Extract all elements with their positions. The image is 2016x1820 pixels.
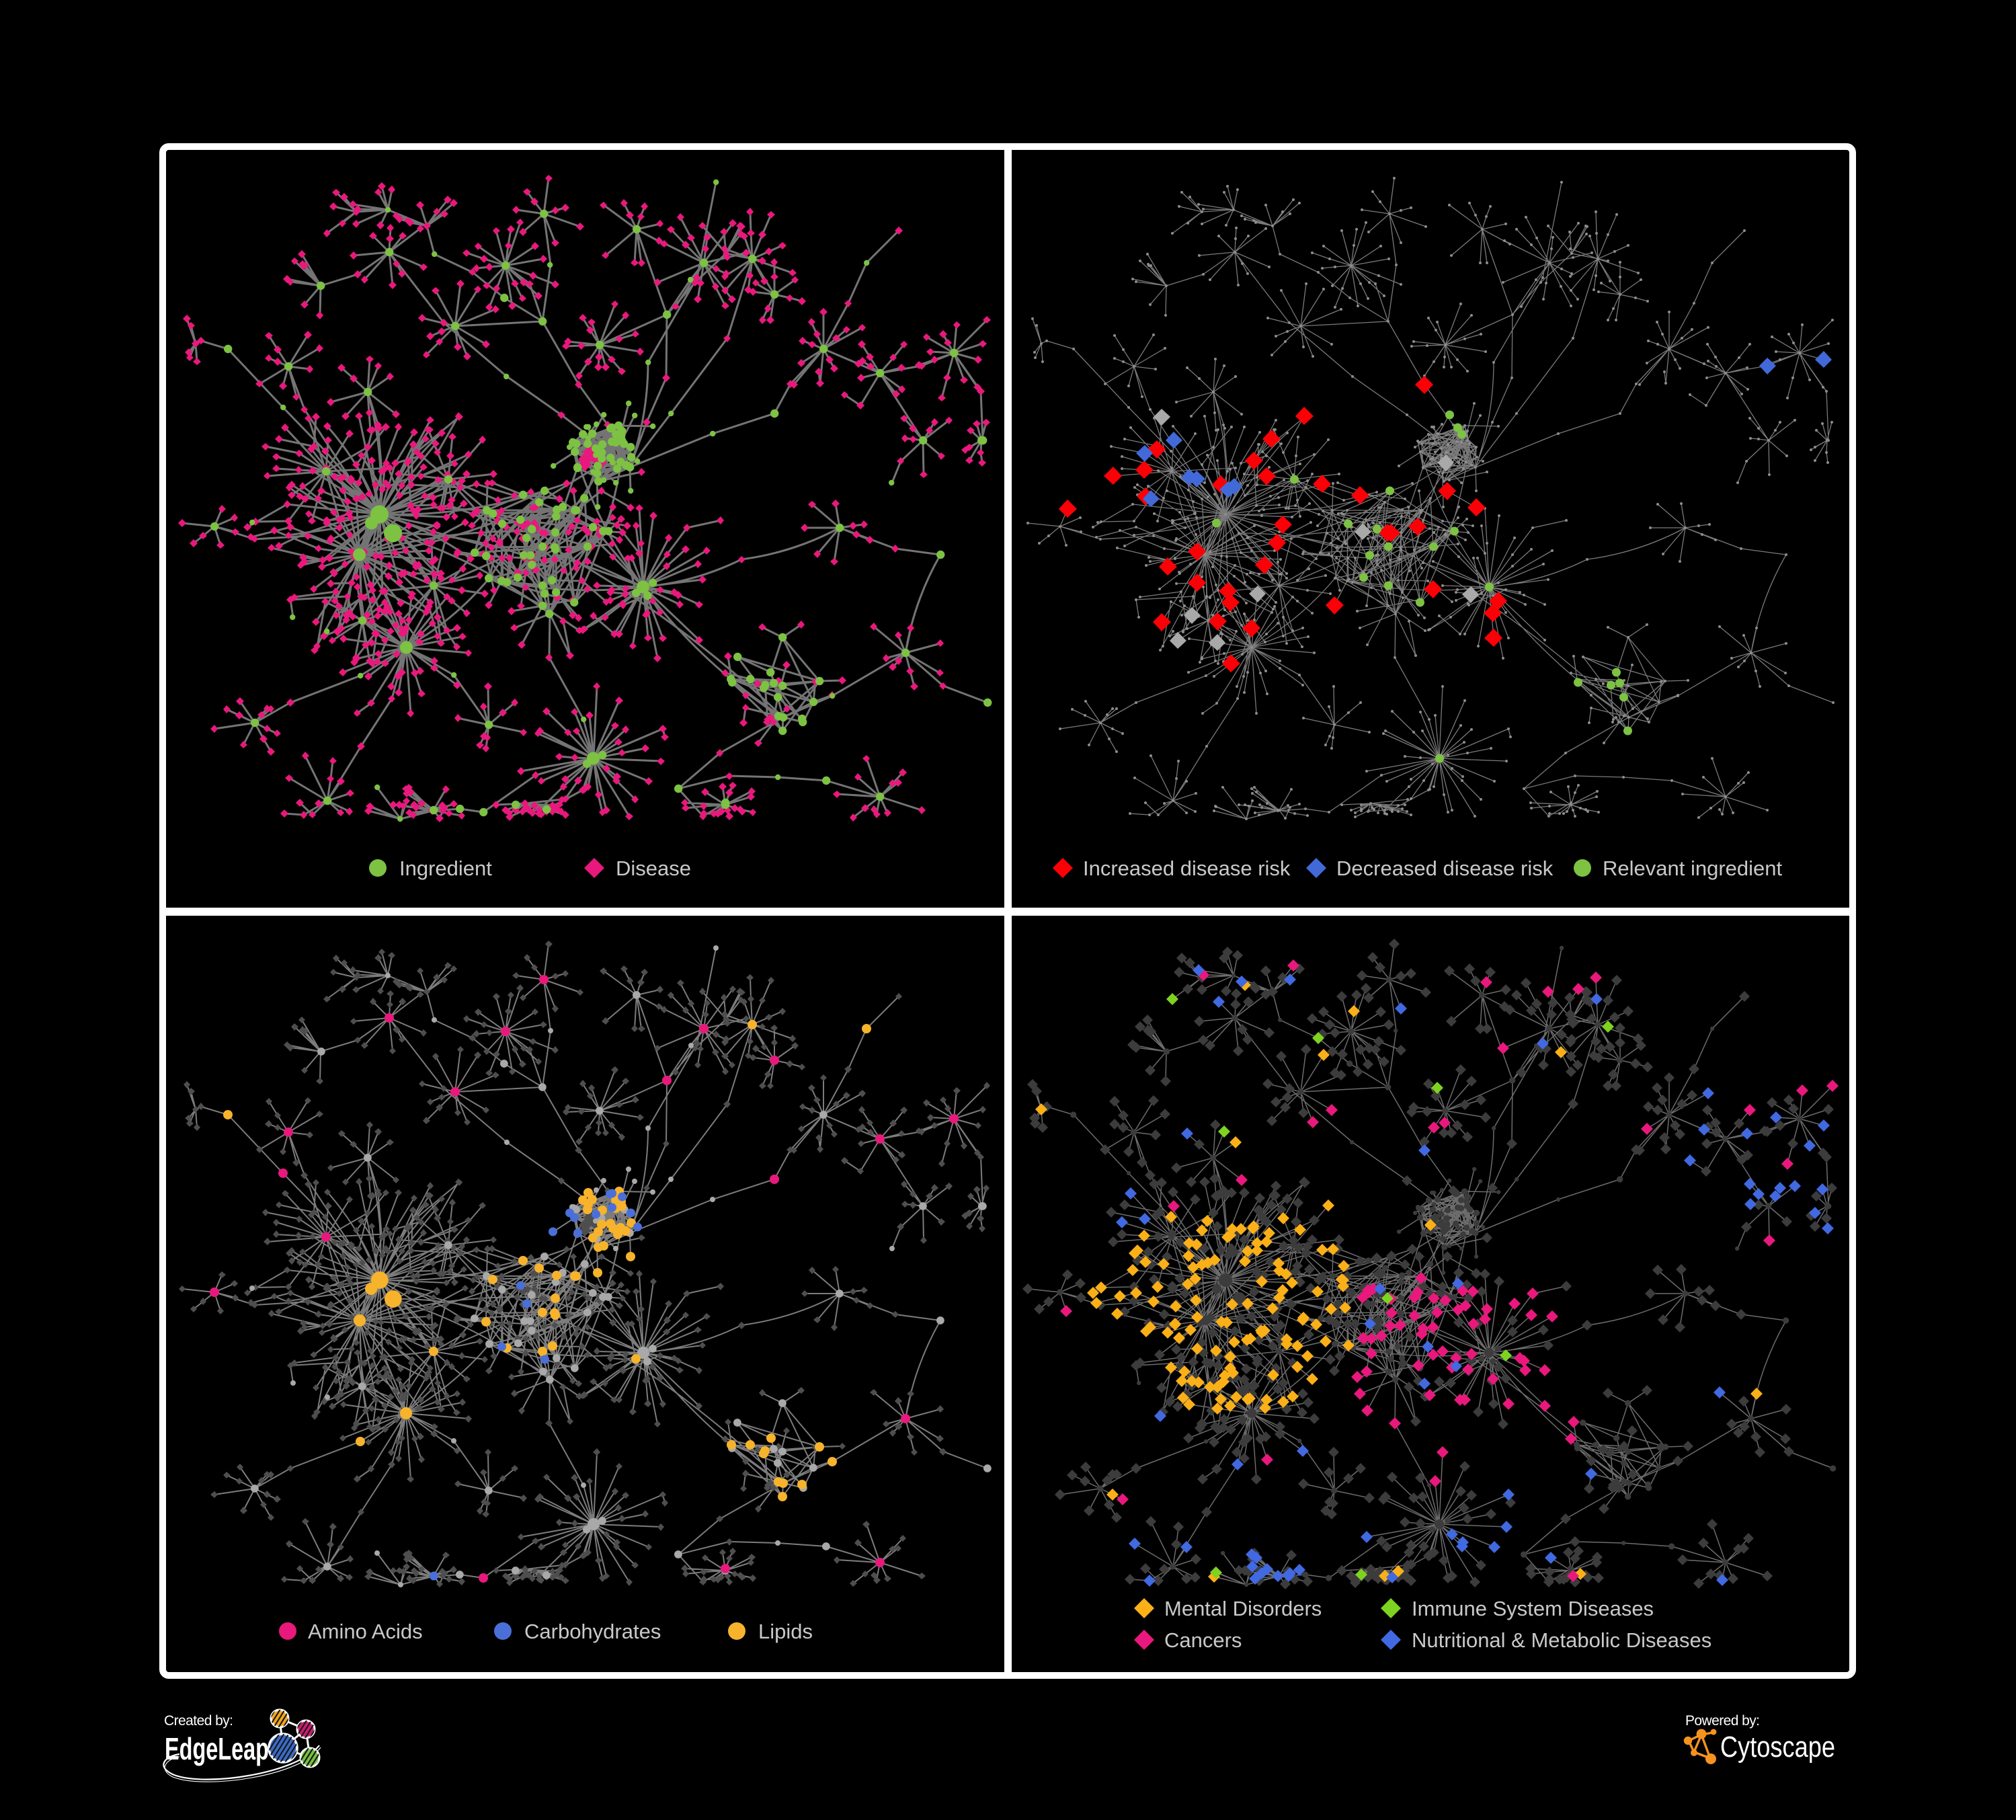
svg-text:Amino Acids: Amino Acids — [308, 1620, 423, 1643]
svg-text:Carbohydrates: Carbohydrates — [524, 1620, 661, 1643]
svg-text:Created by:: Created by: — [164, 1713, 233, 1729]
svg-text:Lipids: Lipids — [758, 1620, 813, 1643]
svg-text:Disease: Disease — [616, 857, 691, 880]
svg-text:Cancers: Cancers — [1164, 1628, 1242, 1652]
svg-text:Nutritional & Metabolic Diseas: Nutritional & Metabolic Diseases — [1412, 1628, 1711, 1652]
svg-text:Ingredient: Ingredient — [399, 857, 492, 880]
svg-text:Decreased disease risk: Decreased disease risk — [1336, 857, 1554, 880]
svg-text:Immune System Diseases: Immune System Diseases — [1412, 1597, 1654, 1620]
svg-text:EdgeLeap: EdgeLeap — [165, 1731, 269, 1766]
svg-text:Relevant ingredient: Relevant ingredient — [1603, 857, 1783, 880]
svg-text:Increased disease risk: Increased disease risk — [1083, 857, 1291, 880]
svg-text:Powered by:: Powered by: — [1685, 1713, 1760, 1729]
svg-text:Mental Disorders: Mental Disorders — [1164, 1597, 1322, 1620]
svg-text:Cytoscape: Cytoscape — [1720, 1731, 1835, 1764]
